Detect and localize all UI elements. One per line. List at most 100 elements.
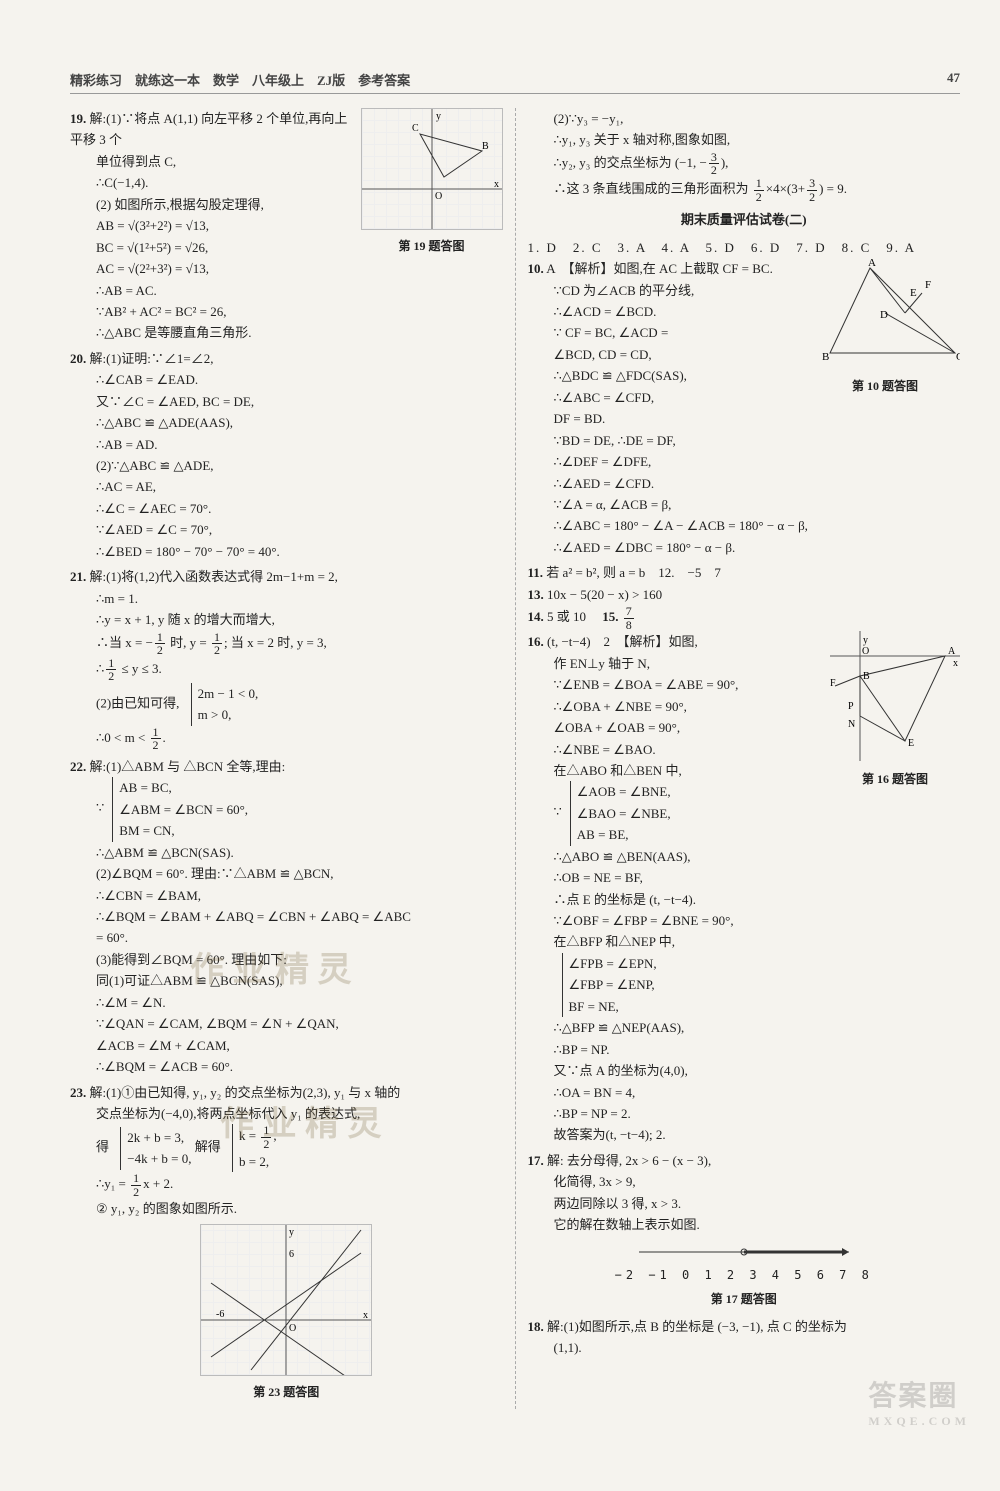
q22-b3: BM = CN, bbox=[119, 820, 248, 841]
q10-l8: DF = BD. bbox=[528, 408, 961, 429]
exam-title: 期末质量评估试卷(二) bbox=[528, 209, 961, 230]
q20-l2: ∴∠CAB = ∠EAD. bbox=[70, 369, 503, 390]
q23-caption: 第 23 题答图 bbox=[70, 1383, 503, 1403]
r-pre-l3a: ∴y₂, y₃ 的交点坐标为 (−1, − bbox=[554, 155, 707, 170]
q23-l4a: ∴y₁ = bbox=[96, 1176, 129, 1191]
header-title: 精彩练习 就练这一本 数学 八年级上 ZJ版 参考答案 bbox=[70, 70, 410, 89]
svg-text:F: F bbox=[925, 279, 931, 291]
q16-num: 16. bbox=[528, 634, 544, 649]
q10-l10: ∴∠DEF = ∠DFE, bbox=[528, 451, 961, 472]
q10-l1: A 【解析】如图,在 AC 上截取 CF = BC. bbox=[546, 261, 773, 276]
svg-text:E: E bbox=[908, 738, 914, 749]
q16-l18: 故答案为(t, −t−4); 2. bbox=[528, 1124, 961, 1145]
q23-l2: 交点坐标为(−4,0),将两点坐标代入 y₁ 的表达式, bbox=[96, 1106, 360, 1121]
q17-l3: 两边同除以 3 得, x > 3. bbox=[528, 1193, 961, 1214]
page-number: 47 bbox=[947, 70, 960, 89]
q22-l3: (2)∠BQM = 60°. 理由:∵△ABM ≌ △BCN, bbox=[70, 863, 503, 884]
q19-caption: 第 19 题答图 bbox=[361, 237, 503, 257]
svg-text:A: A bbox=[948, 646, 956, 657]
watermark-sub: MXQE.COM bbox=[868, 1414, 970, 1429]
svg-text:y: y bbox=[436, 111, 441, 122]
q16-b2: ∠BAO = ∠NBE, bbox=[577, 803, 671, 824]
q11-text: 若 a² = b², 则 a = b 12. −5 7 bbox=[546, 565, 721, 580]
q20-l8: ∴∠C = ∠AEC = 70°. bbox=[70, 498, 503, 519]
q16-l14: ∴BP = NP. bbox=[528, 1039, 961, 1060]
svg-text:A: A bbox=[868, 258, 876, 269]
q16-l16: ∴OA = BN = 4, bbox=[528, 1082, 961, 1103]
q20-num: 20. bbox=[70, 351, 86, 366]
q17-caption: 第 17 题答图 bbox=[528, 1290, 961, 1310]
q22-l5: ∴∠BQM = ∠BAM + ∠ABQ = ∠CBN + ∠ABQ = ∠ABC bbox=[70, 906, 503, 927]
q14-a: 5 或 10 bbox=[547, 609, 599, 624]
q11-num: 11. bbox=[528, 565, 544, 580]
q10-l9: ∵BD = DE, ∴DE = DF, bbox=[528, 430, 961, 451]
q16-b1: ∠AOB = ∠BNE, bbox=[577, 781, 671, 802]
q10-figure: A B C D E F bbox=[810, 258, 960, 374]
q16-l13: ∴△BFP ≌ △NEP(AAS), bbox=[528, 1017, 961, 1038]
q16-l9: ∴OB = NE = BF, bbox=[528, 867, 961, 888]
multiple-choice: 1. D 2. C 3. A 4. A 5. D 6. D 7. D 8. C … bbox=[528, 237, 961, 258]
svg-text:-6: -6 bbox=[216, 1309, 224, 1320]
r-pre-l2: ∴y₁, y₃ 关于 x 轴对称,图象如图, bbox=[528, 129, 961, 150]
left-column: B C x y O 第 19 题答图 19. 解:(1)∵将点 A(1,1) 向… bbox=[70, 108, 503, 1409]
q20-l5: ∴AB = AD. bbox=[70, 434, 503, 455]
q22-l4: ∴∠CBN = ∠BAM, bbox=[70, 885, 503, 906]
q13-text: 10x − 5(20 − x) > 160 bbox=[547, 587, 662, 602]
q22-l11: ∠ACB = ∠M + ∠CAM, bbox=[70, 1035, 503, 1056]
q10-caption: 第 10 题答图 bbox=[810, 377, 960, 397]
q22-l1: 解:(1)△ABM 与 △BCN 全等,理由: bbox=[90, 759, 286, 774]
numberline-icon bbox=[634, 1240, 854, 1260]
q23-l1: 解:(1)①由已知得, y₁, y₂ 的交点坐标为(2,3), y₁ 与 x 轴… bbox=[90, 1085, 401, 1100]
r-pre-l4b: ×4×(3+ bbox=[766, 181, 805, 196]
q21-num: 21. bbox=[70, 569, 86, 584]
q20-l7: ∴AC = AE, bbox=[70, 476, 503, 497]
q16-l15: 又∵点 A 的坐标为(4,0), bbox=[528, 1060, 961, 1081]
q22-l12: ∴∠BQM = ∠ACB = 60°. bbox=[70, 1056, 503, 1077]
svg-text:x: x bbox=[494, 179, 499, 190]
q21-b1a: 2m − 1 < 0, bbox=[198, 683, 259, 704]
q15-num-frac: 7 bbox=[624, 605, 634, 619]
q17-l4: 它的解在数轴上表示如图. bbox=[528, 1214, 961, 1235]
q10-l12: ∵∠A = α, ∠ACB = β, bbox=[528, 494, 961, 515]
svg-text:E: E bbox=[910, 287, 917, 299]
q10-num: 10. bbox=[528, 261, 544, 276]
q21-l7b: . bbox=[163, 730, 166, 745]
q20-l1: 解:(1)证明:∵∠1=∠2, bbox=[90, 351, 214, 366]
q15-num: 15. bbox=[602, 609, 618, 624]
watermark-main: 答案圈 bbox=[868, 1381, 958, 1412]
q22-l6: = 60°. bbox=[70, 927, 503, 948]
r-pre-l4a: ∴这 3 条直线围成的三角形面积为 bbox=[554, 181, 752, 196]
q23-b1: 2k + b = 3, bbox=[127, 1127, 191, 1148]
q19-l9: ∵AB² + AC² = BC² = 26, bbox=[70, 301, 503, 322]
svg-text:P: P bbox=[848, 701, 854, 712]
r-pre-l4c: ) = 9. bbox=[819, 181, 847, 196]
q17-l2: 化简得, 3x > 9, bbox=[528, 1171, 961, 1192]
q13-num: 13. bbox=[528, 587, 544, 602]
q16-l8: ∴△ABO ≌ △BEN(AAS), bbox=[528, 846, 961, 867]
svg-text:O: O bbox=[435, 191, 442, 202]
watermark: 答案圈 MXQE.COM bbox=[868, 1374, 970, 1429]
q18-l2: (1,1). bbox=[528, 1337, 961, 1358]
q20-l4: ∴△ABC ≌ △ADE(AAS), bbox=[70, 412, 503, 433]
r-pre-l3b: ), bbox=[721, 155, 729, 170]
q16-l1: (t, −t−4) 2 【解析】如图, bbox=[547, 634, 698, 649]
q21-l2: ∴m = 1. bbox=[70, 588, 503, 609]
q22-b2: ∠ABM = ∠BCN = 60°, bbox=[119, 799, 248, 820]
q10-l11: ∴∠AED = ∠CFD. bbox=[528, 473, 961, 494]
q20-l9: ∵∠AED = ∠C = 70°, bbox=[70, 519, 503, 540]
q23-num: 23. bbox=[70, 1085, 86, 1100]
svg-text:6: 6 bbox=[289, 1249, 294, 1260]
q22-l2: ∴△ABM ≌ △BCN(SAS). bbox=[70, 842, 503, 863]
q23-b2: −4k + b = 0, bbox=[127, 1148, 191, 1169]
q21-l4a: ∴当 x = − bbox=[96, 635, 153, 650]
q20-l10: ∴∠BED = 180° − 70° − 70° = 40°. bbox=[70, 541, 503, 562]
q16-b3: AB = BE, bbox=[577, 824, 671, 845]
q16-l10: ∴点 E 的坐标是 (t, −t−4). bbox=[528, 889, 961, 910]
q23-l3b: 解得 bbox=[195, 1139, 221, 1154]
q14-num: 14. bbox=[528, 609, 544, 624]
q21-b1b: m > 0, bbox=[198, 704, 259, 725]
q22-num: 22. bbox=[70, 759, 86, 774]
q19-l8: ∴AB = AC. bbox=[70, 280, 503, 301]
q17-l1: 解: 去分母得, 2x > 6 − (x − 3), bbox=[547, 1153, 711, 1168]
svg-text:B: B bbox=[482, 141, 489, 152]
